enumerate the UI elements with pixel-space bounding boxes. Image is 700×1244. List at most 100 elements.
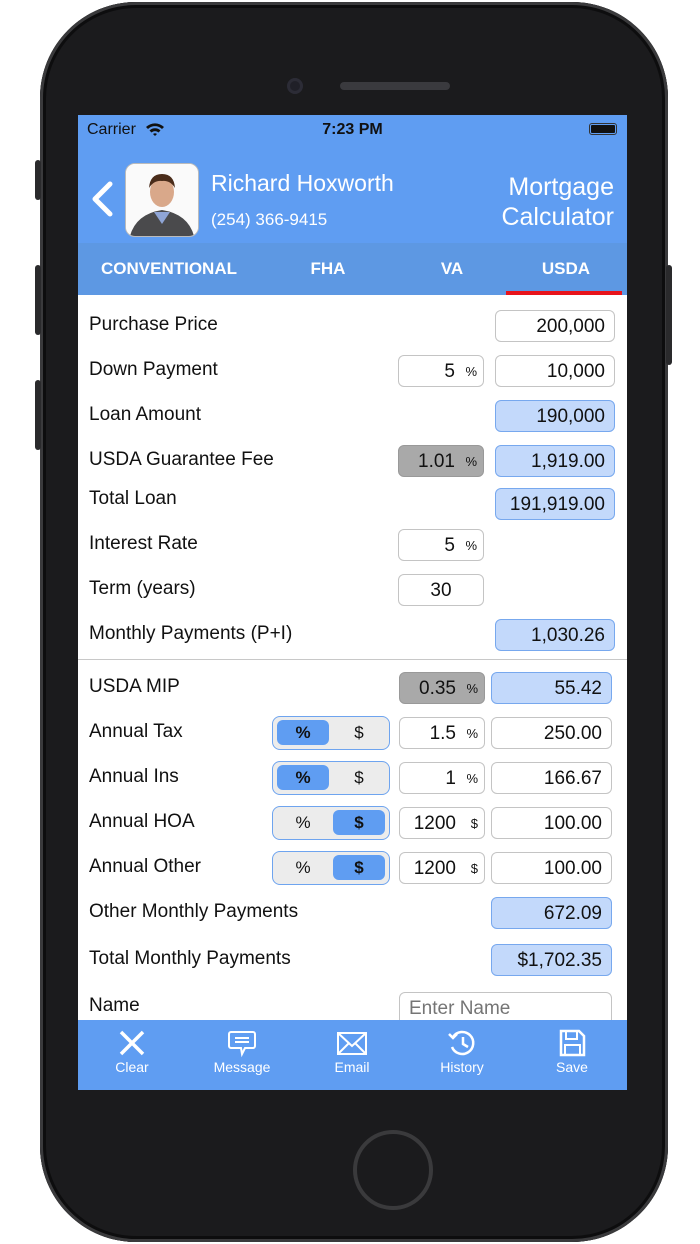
usda-guarantee-fee-rate-value: 1.01 [418,451,455,472]
history-label: History [440,1059,484,1075]
clear-button[interactable]: Clear [82,1028,182,1075]
down-payment-rate-input[interactable]: 5% [398,355,484,387]
volume-up-button [35,265,41,335]
selected-tab-indicator [506,291,622,295]
annual-hoa-label: Annual HOA [89,811,195,832]
down-payment-value[interactable]: 10,000 [495,355,615,387]
save-button[interactable]: Save [522,1028,622,1075]
dollar-option[interactable]: $ [333,810,385,835]
usda-guarantee-fee-label: USDA Guarantee Fee [89,449,274,470]
annual-other-amount: 100.00 [543,858,602,879]
loan-amount-amount: 190,000 [536,406,605,427]
down-payment-label: Down Payment [89,359,218,380]
avatar [125,163,199,237]
annual-hoa-rate-unit: $ [470,816,478,831]
interest-rate-rate-value: 5 [444,535,455,556]
email-label: Email [334,1059,370,1075]
annual-hoa-value[interactable]: 100.00 [491,807,612,839]
annual-ins-rate-input[interactable]: 1% [399,762,485,794]
interest-rate-rate-unit: % [465,538,477,553]
tab-usda[interactable]: USDA [541,259,591,278]
purchase-price-value[interactable]: 200,000 [495,310,615,342]
usda-mip-label: USDA MIP [89,676,180,697]
history-button[interactable]: History [412,1028,512,1075]
save-icon [559,1029,586,1057]
annual-tax-label: Annual Tax [89,721,183,742]
wifi-icon [146,123,164,136]
annual-other-unit-toggle[interactable]: % $ [272,851,390,885]
percent-option[interactable]: % [277,720,329,745]
percent-option[interactable]: % [295,858,311,877]
annual-other-rate-unit: $ [470,861,478,876]
annual-other-rate-input[interactable]: 1200 $ [399,852,485,884]
annual-other-label: Annual Other [89,856,201,877]
annual-hoa-amount: 100.00 [543,813,602,834]
annual-ins-value[interactable]: 166.67 [491,762,612,794]
tab-conventional[interactable]: CONVENTIONAL [101,259,237,278]
dollar-option[interactable]: $ [354,768,364,787]
email-button[interactable]: Email [302,1028,402,1075]
usda-guarantee-fee-rate-unit: % [465,454,477,469]
usda-mip-rate-input: 0.35% [399,672,485,704]
email-icon [337,1032,367,1055]
total-loan-value: 191,919.00 [495,488,615,520]
annual-tax-rate-value: 1.5 [429,723,456,744]
back-chevron-icon[interactable] [90,181,114,217]
agent-name: Richard Hoxworth [211,170,394,196]
annual-other-value[interactable]: 100.00 [491,852,612,884]
term-years-label: Term (years) [89,578,196,599]
message-label: Message [213,1059,271,1075]
interest-rate-rate-input[interactable]: 5% [398,529,484,561]
annual-ins-label: Annual Ins [89,766,179,787]
annual-other-rate-value: 1200 [413,858,456,879]
annual-hoa-unit-toggle[interactable]: % $ [272,806,390,840]
header: Carrier 7:23 PM Richard Hoxworth (254) 3… [78,115,627,243]
percent-option[interactable]: % [277,765,329,790]
annual-tax-amount: 250.00 [543,723,602,744]
tab-va[interactable]: VA [440,259,464,278]
other-monthly-payments-label: Other Monthly Payments [89,901,299,922]
message-button[interactable]: Message [192,1028,292,1075]
purchase-price-label: Purchase Price [89,314,218,335]
total-loan-amount: 191,919.00 [509,494,605,515]
down-payment-amount: 10,000 [546,361,605,382]
agent-phone[interactable]: (254) 366-9415 [211,210,328,229]
usda-mip-rate-value: 0.35 [419,678,456,699]
name-label: Name [89,995,140,1016]
term-years-rate-input[interactable]: 30 [398,574,484,606]
other-monthly-payments-value: 672.09 [491,897,612,929]
loan-amount-label: Loan Amount [89,404,201,425]
usda-mip-value: 55.42 [491,672,612,704]
percent-option[interactable]: % [295,813,311,832]
annual-ins-unit-toggle[interactable]: % $ [272,761,390,795]
dollar-option[interactable]: $ [333,855,385,880]
home-button[interactable] [353,1130,433,1210]
history-icon [448,1030,475,1056]
annual-tax-value[interactable]: 250.00 [491,717,612,749]
app-title-line1: Mortgage [508,173,614,201]
down-payment-rate-unit: % [465,364,477,379]
loan-type-tabs: CONVENTIONAL FHA VA USDA [78,243,627,295]
other-monthly-payments-amount: 672.09 [543,903,602,924]
speaker [340,82,450,90]
save-label: Save [556,1059,588,1075]
usda-guarantee-fee-value: 1,919.00 [495,445,615,477]
interest-rate-label: Interest Rate [89,533,198,554]
annual-ins-rate-unit: % [466,771,478,786]
usda-guarantee-fee-rate-input: 1.01% [398,445,484,477]
mute-switch [35,160,41,200]
monthly-payments-p-i-amount: 1,030.26 [531,625,605,646]
annual-ins-rate-value: 1 [445,768,456,789]
dollar-option[interactable]: $ [354,723,364,742]
annual-hoa-rate-input[interactable]: 1200 $ [399,807,485,839]
annual-tax-rate-input[interactable]: 1.5% [399,717,485,749]
section-divider [78,659,627,660]
loan-amount-value: 190,000 [495,400,615,432]
tab-fha[interactable]: FHA [310,259,346,278]
message-icon [228,1031,256,1058]
annual-tax-unit-toggle[interactable]: % $ [272,716,390,750]
monthly-payments-p-i-label: Monthly Payments (P+I) [89,623,293,644]
app-title: Mortgage Calculator [501,172,614,232]
monthly-payments-p-i-value: 1,030.26 [495,619,615,651]
usda-mip-rate-unit: % [466,681,478,696]
